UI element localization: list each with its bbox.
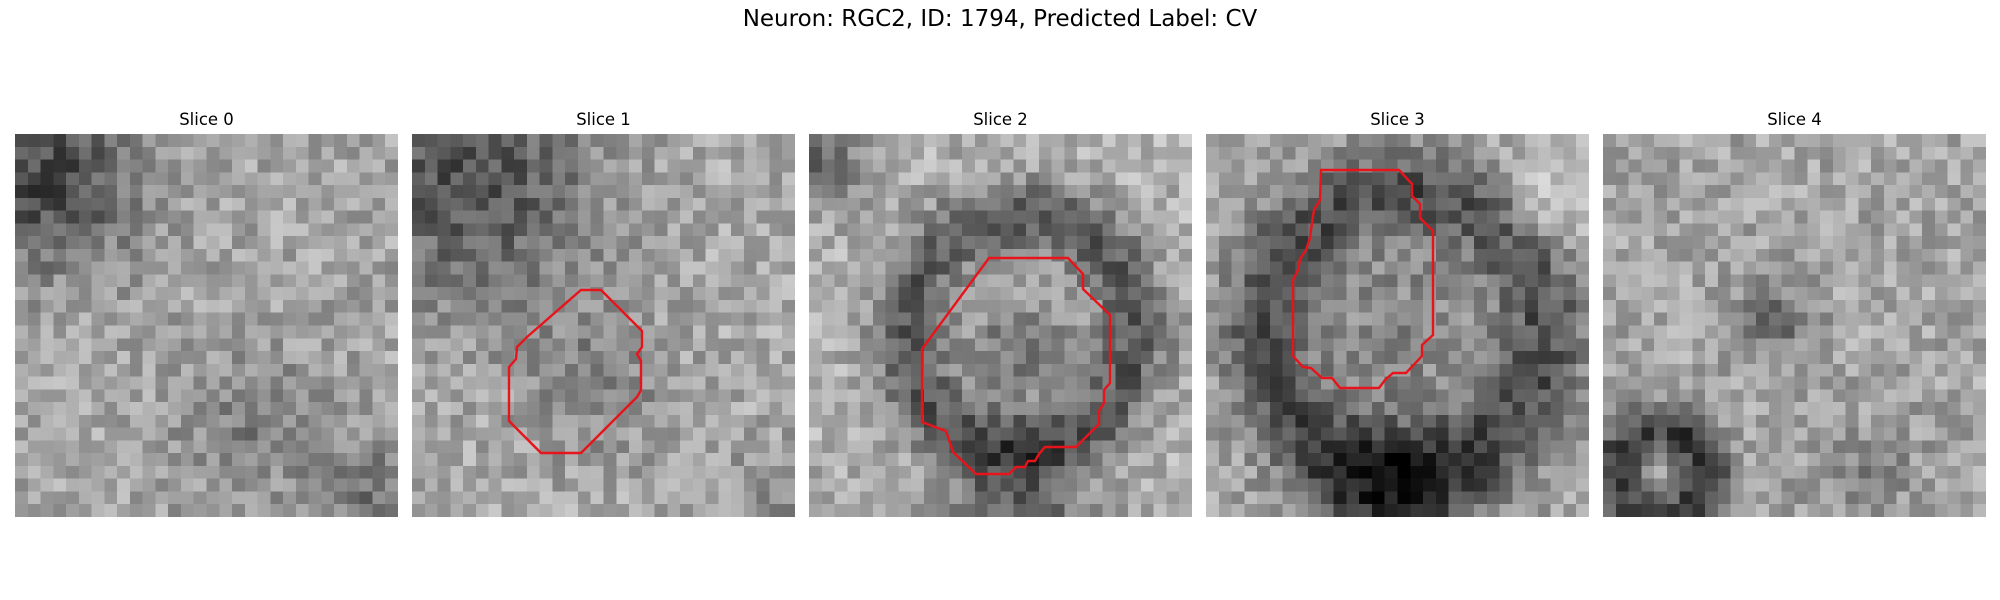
slice-title-0: Slice 0 — [179, 110, 234, 129]
cell-contour-2 — [920, 256, 1112, 476]
slice-image-0 — [15, 134, 398, 517]
slice-contour-overlay-1 — [507, 288, 644, 455]
slice-image-4 — [1603, 134, 1986, 517]
slice-panel-3: Slice 3 — [1206, 110, 1589, 520]
figure-title: Neuron: RGC2, ID: 1794, Predicted Label:… — [742, 6, 1258, 32]
slice-contour-overlay-3 — [1291, 168, 1435, 390]
slice-title-1: Slice 1 — [576, 110, 631, 129]
slice-contour-overlay-2 — [920, 256, 1112, 476]
slice-title-4: Slice 4 — [1767, 110, 1822, 129]
slice-panel-4: Slice 4 — [1603, 110, 1986, 520]
slice-panel-1: Slice 1 — [412, 110, 795, 520]
slice-image-2 — [809, 134, 1192, 517]
slice-image-1 — [412, 134, 795, 517]
slice-panel-2: Slice 2 — [809, 110, 1192, 520]
cell-contour-1 — [507, 288, 644, 455]
slice-title-3: Slice 3 — [1370, 110, 1425, 129]
slice-title-2: Slice 2 — [973, 110, 1028, 129]
slice-panel-0: Slice 0 — [15, 110, 398, 520]
cell-contour-3 — [1291, 168, 1435, 390]
slice-image-3 — [1206, 134, 1589, 517]
